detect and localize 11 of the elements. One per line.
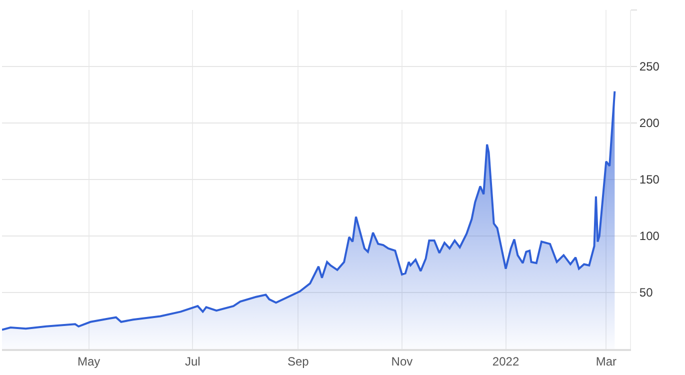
y-tick-label: 50 xyxy=(639,286,654,300)
y-tick-label: 200 xyxy=(639,116,660,130)
x-tick-label: May xyxy=(77,354,100,368)
x-tick-label: Jul xyxy=(184,354,200,368)
y-tick-label: 100 xyxy=(639,229,660,244)
y-tick-label: 250 xyxy=(639,60,660,74)
x-tick-label: 2022 xyxy=(492,354,520,368)
x-tick-label: Sep xyxy=(287,354,310,368)
y-tick-label: 150 xyxy=(639,172,660,187)
x-tick-label: Mar xyxy=(596,354,617,368)
x-tick-label: Nov xyxy=(391,354,413,368)
